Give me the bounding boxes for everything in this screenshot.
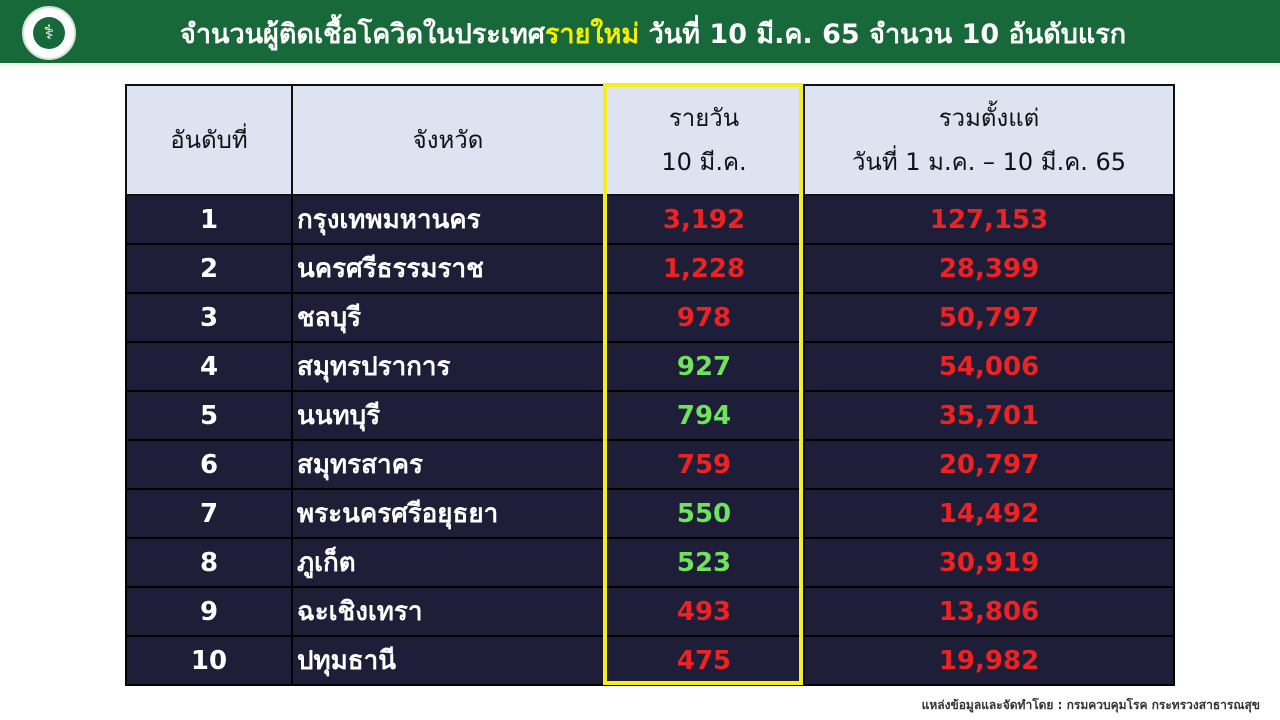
daily-cell: 978	[603, 292, 805, 343]
daily-cell: 794	[603, 390, 805, 441]
total-cell: 13,806	[803, 586, 1175, 637]
daily-cell: 1,228	[603, 243, 805, 294]
province-cell: นนทบุรี	[291, 390, 605, 441]
col-total: รวมตั้งแต่วันที่ 1 ม.ค. – 10 มี.ค. 65	[803, 84, 1175, 196]
table-row: 4 สมุทรปราการ 927 54,006	[125, 341, 1175, 392]
daily-cell: 523	[603, 537, 805, 588]
province-cell: ปทุมธานี	[291, 635, 605, 686]
total-cell: 19,982	[803, 635, 1175, 686]
province-cell: ภูเก็ต	[291, 537, 605, 588]
province-cell: สมุทรปราการ	[291, 341, 605, 392]
table-row: 8 ภูเก็ต 523 30,919	[125, 537, 1175, 588]
total-cell: 127,153	[803, 194, 1175, 245]
rank-cell: 3	[125, 292, 293, 343]
total-cell: 28,399	[803, 243, 1175, 294]
col-daily: รายวัน 10 มี.ค.	[603, 84, 805, 196]
table-row: 5 นนทบุรี 794 35,701	[125, 390, 1175, 441]
total-cell: 20,797	[803, 439, 1175, 490]
rank-cell: 5	[125, 390, 293, 441]
table-row: 3 ชลบุรี 978 50,797	[125, 292, 1175, 343]
page-title: จำนวนผู้ติดเชื้อโควิดในประเทศรายใหม่ วัน…	[180, 12, 1126, 55]
col-daily-line1: รายวัน	[668, 104, 740, 132]
total-cell: 35,701	[803, 390, 1175, 441]
col-daily-line2: 10 มี.ค.	[661, 148, 747, 176]
rank-cell: 1	[125, 194, 293, 245]
table-row: 7 พระนครศรีอยุธยา 550 14,492	[125, 488, 1175, 539]
province-cell: ชลบุรี	[291, 292, 605, 343]
source-note: แหล่งข้อมูลและจัดทำโดย : กรมควบคุมโรค กร…	[921, 698, 1260, 712]
province-cell: นครศรีธรรมราช	[291, 243, 605, 294]
col-total-line1: รวมตั้งแต่	[938, 104, 1040, 132]
table-row: 1 กรุงเทพมหานคร 3,192 127,153	[125, 194, 1175, 245]
rank-cell: 10	[125, 635, 293, 686]
caduceus-icon: ⚕	[43, 20, 55, 44]
daily-cell: 3,192	[603, 194, 805, 245]
province-cell: สมุทรสาคร	[291, 439, 605, 490]
top10-table: อันดับที่ จังหวัด รายวัน 10 มี.ค. รวมตั้ง…	[125, 84, 1175, 686]
daily-cell: 550	[603, 488, 805, 539]
title-text-end: วันที่ 10 มี.ค. 65 จำนวน 10 อันดับแรก	[639, 19, 1127, 50]
daily-cell: 927	[603, 341, 805, 392]
total-cell: 30,919	[803, 537, 1175, 588]
table-header-row: อันดับที่ จังหวัด รายวัน 10 มี.ค. รวมตั้ง…	[125, 84, 1175, 196]
rank-cell: 8	[125, 537, 293, 588]
table-row: 6 สมุทรสาคร 759 20,797	[125, 439, 1175, 490]
total-cell: 50,797	[803, 292, 1175, 343]
province-cell: พระนครศรีอยุธยา	[291, 488, 605, 539]
table-row: 2 นครศรีธรรมราช 1,228 28,399	[125, 243, 1175, 294]
table-row: 10 ปทุมธานี 475 19,982	[125, 635, 1175, 686]
total-cell: 14,492	[803, 488, 1175, 539]
rank-cell: 9	[125, 586, 293, 637]
rank-cell: 6	[125, 439, 293, 490]
col-rank: อันดับที่	[125, 84, 293, 196]
province-cell: ฉะเชิงเทรา	[291, 586, 605, 637]
title-highlight: รายใหม่	[544, 19, 640, 50]
ministry-logo: ⚕	[22, 6, 76, 60]
daily-cell: 475	[603, 635, 805, 686]
header-bar: ⚕ จำนวนผู้ติดเชื้อโควิดในประเทศรายใหม่ ว…	[0, 0, 1280, 66]
col-province: จังหวัด	[291, 84, 605, 196]
table-row: 9 ฉะเชิงเทรา 493 13,806	[125, 586, 1175, 637]
rank-cell: 7	[125, 488, 293, 539]
rank-cell: 4	[125, 341, 293, 392]
col-total-line2: วันที่ 1 ม.ค. – 10 มี.ค. 65	[851, 148, 1127, 176]
rank-cell: 2	[125, 243, 293, 294]
daily-cell: 493	[603, 586, 805, 637]
total-cell: 54,006	[803, 341, 1175, 392]
province-cell: กรุงเทพมหานคร	[291, 194, 605, 245]
title-text: จำนวนผู้ติดเชื้อโควิดในประเทศ	[180, 19, 545, 50]
daily-cell: 759	[603, 439, 805, 490]
